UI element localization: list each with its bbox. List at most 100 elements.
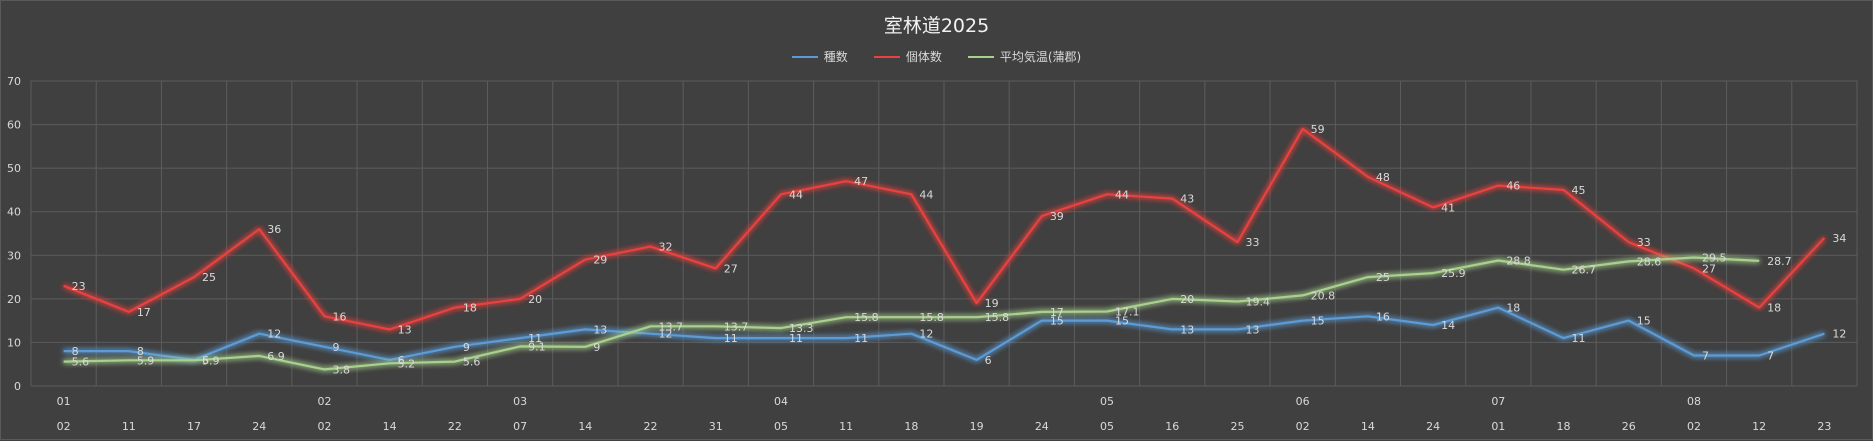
data-label: 27: [724, 262, 738, 275]
data-label: 15: [1050, 315, 1064, 328]
data-label: 33: [1637, 236, 1651, 249]
x-tick-label: 22: [644, 420, 658, 433]
series-line: [63, 306, 1825, 361]
data-label: 17.1: [1115, 305, 1140, 318]
data-label: 13.7: [659, 320, 684, 333]
data-label: 17: [1050, 306, 1064, 319]
data-label: 12: [267, 328, 281, 341]
x-month-label: 02: [317, 395, 331, 408]
x-tick-label: 24: [252, 420, 266, 433]
data-label: 9: [332, 341, 339, 354]
x-tick-label: 26: [1622, 420, 1636, 433]
data-label: 15.8: [919, 311, 944, 324]
data-label: 6: [202, 354, 209, 367]
x-tick-label: 22: [448, 420, 462, 433]
data-label: 5.6: [463, 356, 481, 369]
x-tick-label: 16: [1165, 420, 1179, 433]
x-tick-label: 02: [1687, 420, 1701, 433]
x-tick-label: 31: [709, 420, 723, 433]
x-month-label: 06: [1296, 395, 1310, 408]
data-label: 12: [919, 328, 933, 341]
data-label: 44: [1115, 188, 1129, 201]
data-label: 44: [919, 188, 933, 201]
data-label: 5.6: [72, 356, 90, 369]
x-month-label: 07: [1491, 395, 1505, 408]
x-month-label: 04: [774, 395, 788, 408]
data-label: 34: [1832, 232, 1846, 245]
x-tick-label: 12: [1752, 420, 1766, 433]
legend-label: 平均気温(蒲郡): [999, 50, 1082, 64]
chart-title: 室林道2025: [883, 15, 990, 37]
data-label: 15.8: [854, 311, 879, 324]
x-tick-label: 18: [1557, 420, 1571, 433]
x-tick-label: 23: [1817, 420, 1831, 433]
data-label: 5.9: [202, 354, 220, 367]
data-label: 12: [1832, 328, 1846, 341]
y-tick-label: 30: [7, 249, 21, 262]
data-label: 33: [1245, 236, 1259, 249]
x-month-label: 03: [513, 395, 527, 408]
x-tick-label: 24: [1426, 420, 1440, 433]
x-tick-label: 18: [904, 420, 918, 433]
data-label: 9.1: [528, 340, 546, 353]
data-label: 25: [202, 271, 216, 284]
x-tick-label: 05: [774, 420, 788, 433]
data-label: 9: [593, 341, 600, 354]
data-label: 11: [854, 332, 868, 345]
legend-item: 平均気温(蒲郡): [967, 48, 1082, 65]
data-label: 16: [332, 310, 346, 323]
data-label: 15.8: [985, 311, 1010, 324]
data-label: 23: [72, 280, 86, 293]
data-label: 13.7: [724, 320, 749, 333]
data-label: 29.5: [1702, 251, 1727, 264]
legend-item: 種数: [791, 48, 848, 65]
legend-swatch: [967, 55, 994, 58]
x-tick-label: 14: [1361, 420, 1375, 433]
data-label: 39: [1050, 210, 1064, 223]
data-label: 27: [1702, 262, 1716, 275]
data-label: 18: [1506, 302, 1520, 315]
data-label: 6.9: [267, 350, 285, 363]
data-label: 32: [659, 241, 673, 254]
data-label: 11: [1572, 332, 1586, 345]
x-tick-label: 14: [578, 420, 592, 433]
data-label: 9: [463, 341, 470, 354]
data-label: 25: [1376, 271, 1390, 284]
data-label: 13: [1180, 323, 1194, 336]
data-label: 29: [593, 254, 607, 267]
legend-item: 個体数: [873, 48, 942, 65]
y-tick-label: 70: [7, 75, 21, 88]
x-tick-label: 02: [57, 420, 71, 433]
series-line: [63, 127, 1826, 331]
data-label: 45: [1572, 184, 1586, 197]
x-tick-label: 17: [187, 420, 201, 433]
data-label: 19: [985, 297, 999, 310]
data-label: 20.8: [1311, 289, 1336, 302]
data-label: 26.7: [1572, 264, 1597, 277]
data-label: 11: [724, 332, 738, 345]
data-label: 12: [659, 328, 673, 341]
legend-swatch: [873, 55, 900, 58]
y-tick-label: 10: [7, 336, 21, 349]
data-label: 5.2: [398, 357, 416, 370]
data-label: 28.7: [1767, 255, 1792, 268]
x-tick-label: 25: [1230, 420, 1244, 433]
data-label: 43: [1180, 193, 1194, 206]
x-tick-label: 05: [1100, 420, 1114, 433]
y-tick-label: 60: [7, 119, 21, 132]
data-label: 18: [463, 302, 477, 315]
data-label: 8: [137, 345, 144, 358]
data-label: 47: [854, 175, 868, 188]
data-label: 48: [1376, 171, 1390, 184]
y-tick-label: 0: [14, 380, 21, 393]
legend: 種数 個体数 平均気温(蒲郡): [1, 48, 1872, 65]
data-label: 14: [1441, 319, 1455, 332]
data-label: 15: [1311, 315, 1325, 328]
data-label: 20: [528, 293, 542, 306]
data-label: 16: [1376, 310, 1390, 323]
x-month-label: 05: [1100, 395, 1114, 408]
data-label: 20: [1180, 293, 1194, 306]
data-label: 6: [398, 354, 405, 367]
